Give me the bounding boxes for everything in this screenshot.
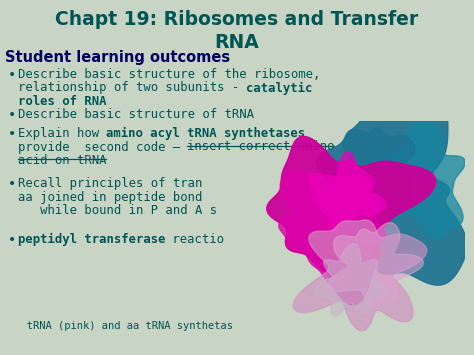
Text: •: • xyxy=(8,68,16,82)
Polygon shape xyxy=(317,89,467,285)
Polygon shape xyxy=(357,120,465,239)
Text: acid on tRNA: acid on tRNA xyxy=(18,154,107,167)
Polygon shape xyxy=(327,223,423,307)
Text: RNA: RNA xyxy=(215,33,259,52)
Text: catalytic: catalytic xyxy=(246,82,312,94)
Text: aa joined in peptide bond: aa joined in peptide bond xyxy=(18,191,202,203)
Text: provide  second code –: provide second code – xyxy=(18,141,188,153)
Text: insert correct amino: insert correct amino xyxy=(187,141,335,153)
Text: reactio: reactio xyxy=(165,233,224,246)
Text: amino acyl tRNA synthetases: amino acyl tRNA synthetases xyxy=(106,127,305,140)
Text: Chapt 19: Ribosomes and Transfer: Chapt 19: Ribosomes and Transfer xyxy=(55,10,419,29)
Polygon shape xyxy=(309,152,386,233)
Polygon shape xyxy=(267,136,436,305)
Text: Recall principles of tran: Recall principles of tran xyxy=(18,177,202,190)
Polygon shape xyxy=(293,220,427,331)
Text: relationship of two subunits -: relationship of two subunits - xyxy=(18,82,246,94)
Text: •: • xyxy=(8,108,16,122)
Text: tRNA (pink) and aa tRNA synthetas: tRNA (pink) and aa tRNA synthetas xyxy=(8,321,233,331)
Text: Describe basic structure of the ribosome,: Describe basic structure of the ribosome… xyxy=(18,68,320,81)
Text: Student learning outcomes: Student learning outcomes xyxy=(5,50,230,65)
Polygon shape xyxy=(315,244,390,316)
Text: while bound in P and A s: while bound in P and A s xyxy=(18,204,217,217)
Polygon shape xyxy=(343,129,415,212)
Text: Explain how: Explain how xyxy=(18,127,107,140)
Text: Describe basic structure of tRNA: Describe basic structure of tRNA xyxy=(18,108,254,121)
Text: •: • xyxy=(8,177,16,191)
Polygon shape xyxy=(279,171,386,290)
Text: •: • xyxy=(8,233,16,247)
Text: roles of RNA: roles of RNA xyxy=(18,95,107,108)
Text: •: • xyxy=(8,127,16,141)
Text: peptidyl transferase: peptidyl transferase xyxy=(18,233,165,246)
